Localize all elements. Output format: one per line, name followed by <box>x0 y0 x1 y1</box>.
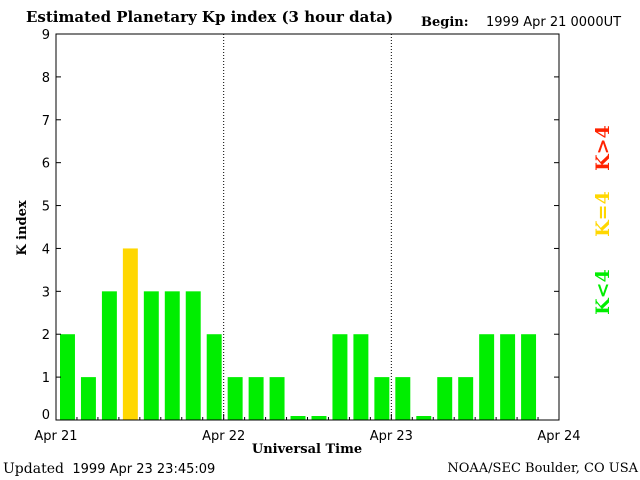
x-tick-label: Apr 22 <box>202 429 245 444</box>
kp-bar <box>269 377 285 420</box>
legend-item: K<4 <box>592 269 614 315</box>
kp-bar <box>311 416 327 420</box>
legend-item: K>4 <box>592 125 614 171</box>
kp-bar <box>60 334 75 420</box>
kp-bar <box>416 416 432 420</box>
y-tick-label: 2 <box>42 328 50 343</box>
kp-bar <box>80 377 96 420</box>
y-axis-title: K index <box>15 200 30 256</box>
kp-bar <box>395 377 411 420</box>
x-tick-label: Apr 24 <box>537 429 580 444</box>
bars <box>60 248 537 420</box>
begin-label: Begin: <box>421 15 469 30</box>
kp-bar <box>521 334 537 420</box>
legend: K<4 K=4 K>4 <box>592 125 614 315</box>
x-tick-label: Apr 21 <box>34 429 77 444</box>
chart-title: Estimated Planetary Kp index (3 hour dat… <box>26 8 394 26</box>
day-dividers <box>223 34 392 420</box>
kp-bar <box>206 334 222 420</box>
kp-bar <box>290 416 306 420</box>
y-tick-label: 9 <box>42 28 50 43</box>
y-tick-label: 1 <box>42 371 50 386</box>
kp-bar <box>248 377 264 420</box>
kp-bar <box>437 377 453 420</box>
y-tick-label: 6 <box>42 157 50 172</box>
x-axis-title: Universal Time <box>252 442 362 457</box>
legend-item: K=4 <box>592 191 614 237</box>
updated-value: 1999 Apr 23 23:45:09 <box>72 462 216 477</box>
begin-value: 1999 Apr 21 0000UT <box>486 15 622 30</box>
kp-bar <box>227 377 243 420</box>
kp-bar <box>122 248 138 420</box>
y-tick-label: 4 <box>42 242 50 257</box>
updated-label: Updated <box>3 461 64 477</box>
y-tick-label: 0 <box>42 408 50 423</box>
y-tick-label: 3 <box>42 285 50 300</box>
kp-bar <box>185 291 201 420</box>
updated-timestamp: Updated 1999 Apr 23 23:45:09 <box>3 461 215 477</box>
kp-bar <box>500 334 516 420</box>
kp-bar <box>164 291 180 420</box>
y-tick-label: 8 <box>42 71 50 86</box>
credit-text: NOAA/SEC Boulder, CO USA <box>447 461 638 476</box>
kp-bar <box>479 334 495 420</box>
x-tick-label: Apr 23 <box>370 429 413 444</box>
kp-bar <box>101 291 117 420</box>
kp-bar <box>374 377 390 420</box>
kp-bar <box>353 334 369 420</box>
y-tick-label: 5 <box>42 200 50 215</box>
kp-bar <box>458 377 474 420</box>
y-axis-ticks: 0 1 2 3 4 5 6 7 8 9 <box>42 28 559 423</box>
kp-bar <box>332 334 348 420</box>
y-tick-label: 7 <box>42 114 50 129</box>
x-axis-ticks: Apr 21 Apr 22 Apr 23 Apr 24 <box>34 414 581 444</box>
kp-bar <box>143 291 159 420</box>
